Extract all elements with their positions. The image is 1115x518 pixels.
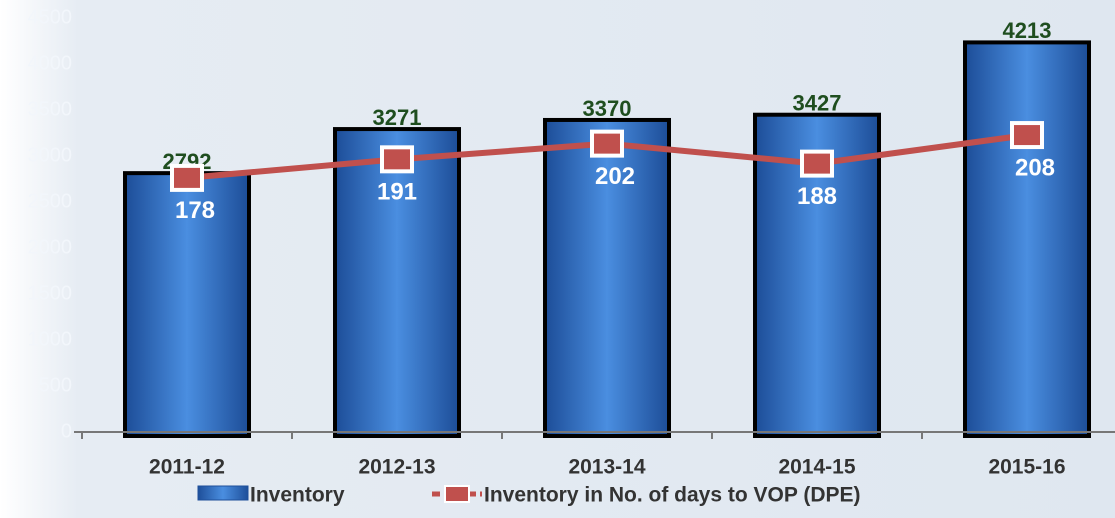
y-tick-label: 4000	[28, 52, 73, 74]
y-tick-label: 4500	[28, 6, 73, 28]
y-tick-label: 3500	[28, 98, 73, 120]
y-tick-label: 1000	[28, 328, 73, 350]
bar	[967, 44, 1087, 435]
legend-label: Inventory in No. of days to VOP (DPE)	[484, 484, 861, 507]
x-tick-label: 2013-14	[568, 456, 645, 479]
bar	[547, 121, 667, 435]
legend-marker	[444, 485, 470, 503]
bar-value-label: 4213	[1003, 18, 1052, 43]
y-tick-label: 500	[39, 374, 72, 396]
bar	[127, 175, 247, 435]
y-tick-label: 0	[61, 420, 72, 442]
line-marker	[800, 149, 834, 178]
bar-value-label: 3271	[373, 105, 422, 130]
bar	[337, 131, 457, 434]
legend-label: Inventory	[250, 484, 345, 507]
line-value-label: 188	[797, 183, 837, 210]
line-value-label: 191	[377, 179, 417, 206]
x-tick-label: 2014-15	[778, 456, 855, 479]
y-tick-label: 1500	[28, 282, 73, 304]
line-value-label: 202	[595, 163, 635, 190]
line-marker	[170, 163, 204, 192]
x-tick-label: 2012-13	[358, 456, 435, 479]
bar-value-label: 3370	[583, 96, 632, 121]
y-tick-label: 2500	[28, 190, 73, 212]
legend-swatch	[197, 485, 249, 501]
line-marker	[380, 145, 414, 174]
line-marker	[1010, 121, 1044, 150]
x-tick-label: 2011-12	[149, 456, 225, 479]
line-value-label: 208	[1015, 154, 1055, 181]
line-value-label: 178	[175, 197, 215, 224]
bar-value-label: 3427	[793, 91, 842, 116]
y-tick-label: 2000	[28, 236, 73, 258]
x-tick-label: 2015-16	[988, 456, 1065, 479]
y-tick-label: 3000	[28, 144, 73, 166]
line-marker	[590, 129, 624, 158]
